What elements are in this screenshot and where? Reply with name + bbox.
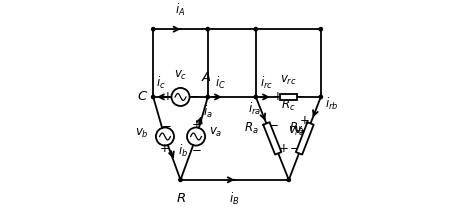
Circle shape [206, 95, 210, 99]
Circle shape [179, 178, 182, 181]
Text: $R_b$: $R_b$ [289, 121, 304, 136]
Bar [280, 94, 297, 100]
Text: $i_A$: $i_A$ [175, 2, 186, 18]
Text: $-$: $-$ [161, 118, 171, 131]
Circle shape [254, 28, 257, 31]
Polygon shape [263, 122, 282, 155]
Text: $-$: $-$ [191, 142, 201, 155]
Text: $i_a$: $i_a$ [203, 104, 213, 120]
Circle shape [152, 28, 155, 31]
Circle shape [319, 28, 322, 31]
Text: $+$: $+$ [162, 89, 172, 103]
Text: $A$: $A$ [201, 71, 212, 84]
Text: $v_{rc}$: $v_{rc}$ [280, 74, 297, 87]
Circle shape [287, 178, 291, 181]
Text: $v_a$: $v_a$ [209, 126, 223, 139]
Circle shape [206, 28, 210, 31]
Text: $R_a$: $R_a$ [245, 121, 259, 136]
Text: $i_C$: $i_C$ [215, 75, 226, 91]
Text: $C$: $C$ [137, 90, 148, 103]
Polygon shape [296, 122, 314, 154]
Text: $i_B$: $i_B$ [229, 191, 240, 207]
Circle shape [152, 95, 155, 99]
Text: $-$: $-$ [294, 89, 305, 103]
Circle shape [319, 95, 322, 99]
Text: $+$: $+$ [191, 118, 201, 131]
Text: $v_{ra}$: $v_{ra}$ [288, 125, 305, 138]
Text: $+$: $+$ [159, 142, 169, 155]
Text: $R_c$: $R_c$ [281, 98, 296, 113]
Text: $+$: $+$ [300, 114, 310, 127]
Text: $v_b$: $v_b$ [135, 127, 149, 140]
Text: $-$: $-$ [268, 117, 279, 130]
Text: $+$: $+$ [272, 89, 283, 103]
Text: $i_c$: $i_c$ [156, 75, 165, 91]
Text: $i_{rc}$: $i_{rc}$ [260, 75, 273, 91]
Text: $v_{rb}$: $v_{rb}$ [294, 125, 311, 138]
Circle shape [254, 95, 257, 99]
Text: $i_b$: $i_b$ [178, 143, 188, 159]
Text: $+$: $+$ [278, 142, 289, 155]
Text: $R$: $R$ [175, 192, 185, 205]
Text: $v_c$: $v_c$ [174, 69, 187, 82]
Text: $-$: $-$ [289, 140, 300, 153]
Text: $i_{ra}$: $i_{ra}$ [248, 101, 262, 117]
Text: $-$: $-$ [189, 89, 200, 103]
Text: $i_{rb}$: $i_{rb}$ [326, 96, 339, 112]
